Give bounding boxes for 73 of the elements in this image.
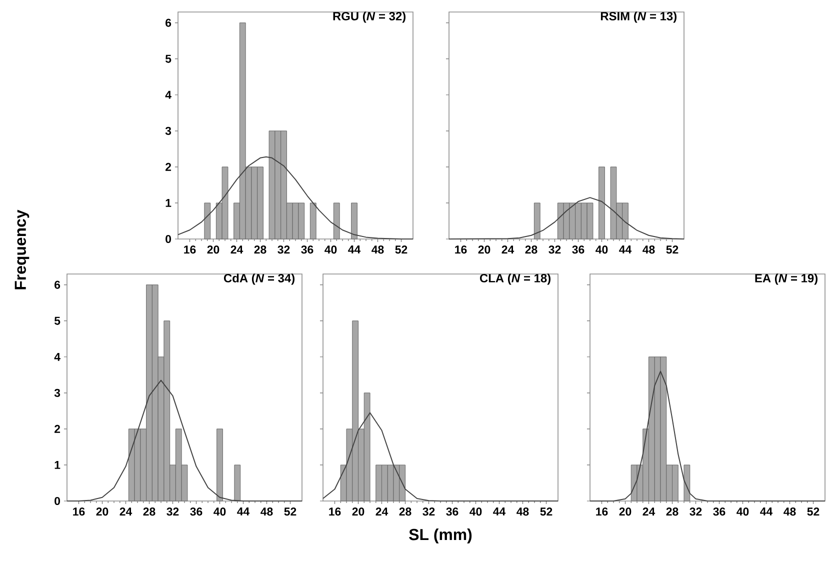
x-tick-label: 36: [301, 246, 314, 254]
y-tick-label: 3: [54, 388, 60, 397]
y-tick-label: 1: [166, 199, 172, 207]
y-axis-title: Frequency: [14, 210, 30, 290]
chart-title: CdA (N = 34): [224, 274, 294, 285]
x-tick-label: 52: [284, 508, 296, 516]
x-tick-label: 44: [237, 508, 250, 516]
x-tick-label: 24: [642, 508, 656, 516]
x-tick-label: 40: [470, 508, 482, 516]
x-tick-label: 52: [395, 246, 408, 254]
x-tick-label: 24: [376, 508, 388, 516]
x-tick-label: 40: [324, 246, 337, 254]
x-tick-label: 48: [260, 508, 273, 516]
x-tick-label: 32: [548, 246, 561, 254]
x-tick-label: 44: [619, 246, 632, 254]
x-axis-title: SL (mm): [409, 528, 472, 544]
line-series: [66, 380, 302, 502]
y-tick-label: 0: [54, 496, 60, 506]
x-tick-label: 52: [540, 508, 552, 516]
x-tick-label: 40: [596, 246, 608, 254]
y-tick-label: 6: [54, 280, 60, 289]
x-tick-label: 40: [214, 508, 226, 516]
x-tick-label: 52: [666, 246, 678, 254]
line-series: [178, 156, 414, 240]
chart-title: RGU (N = 32): [333, 12, 406, 23]
y-tick-label: 5: [165, 54, 172, 63]
x-tick-label: 48: [516, 508, 529, 516]
x-tick-label: 16: [184, 246, 196, 254]
chart-title: RSIM (N = 13): [600, 12, 676, 23]
x-tick-label: 24: [502, 246, 514, 254]
chart-title: EA (N = 19): [755, 274, 818, 285]
x-tick-label: 36: [190, 508, 202, 516]
x-tick-label: 28: [399, 508, 412, 516]
x-tick-label: 48: [784, 508, 796, 516]
x-tick-label: 16: [455, 246, 467, 254]
y-tick-label: 6: [166, 18, 172, 27]
x-tick-label: 16: [329, 508, 341, 516]
y-tick-label: 1: [54, 461, 60, 469]
x-tick-label: 36: [446, 508, 458, 516]
y-tick-label: 3: [165, 126, 172, 135]
x-tick-label: 20: [352, 508, 364, 516]
x-tick-label: 32: [166, 508, 179, 516]
y-tick-label: 4: [165, 90, 172, 99]
x-tick-label: 32: [278, 246, 290, 254]
chart-title: CLA (N = 18): [480, 274, 550, 285]
x-tick-label: 44: [760, 508, 773, 516]
x-tick-label: 24: [230, 246, 244, 254]
x-tick-label: 28: [143, 508, 156, 516]
x-tick-label: 20: [478, 246, 490, 254]
x-tick-label: 28: [254, 246, 266, 254]
y-tick-label: 4: [54, 352, 60, 361]
x-tick-label: 16: [596, 508, 608, 516]
y-tick-label: 0: [166, 234, 172, 244]
x-tick-label: 20: [619, 508, 632, 516]
x-tick-label: 52: [807, 508, 820, 516]
y-tick-label: 2: [54, 424, 60, 433]
x-tick-label: 28: [666, 508, 678, 516]
y-tick-label: 2: [166, 162, 172, 171]
x-tick-label: 44: [493, 508, 506, 516]
x-tick-label: 24: [120, 508, 132, 516]
y-tick-label: 5: [54, 316, 60, 325]
x-tick-label: 32: [422, 508, 435, 516]
x-tick-label: 44: [348, 246, 361, 254]
x-tick-label: 20: [96, 508, 108, 516]
x-tick-label: 20: [207, 246, 220, 254]
x-tick-label: 40: [736, 508, 749, 516]
x-tick-label: 48: [372, 246, 384, 254]
x-tick-label: 28: [525, 246, 538, 254]
x-tick-label: 32: [690, 508, 702, 516]
x-tick-label: 16: [73, 508, 85, 516]
x-tick-label: 36: [713, 508, 726, 516]
x-tick-label: 48: [642, 246, 655, 254]
x-tick-label: 36: [572, 246, 584, 254]
